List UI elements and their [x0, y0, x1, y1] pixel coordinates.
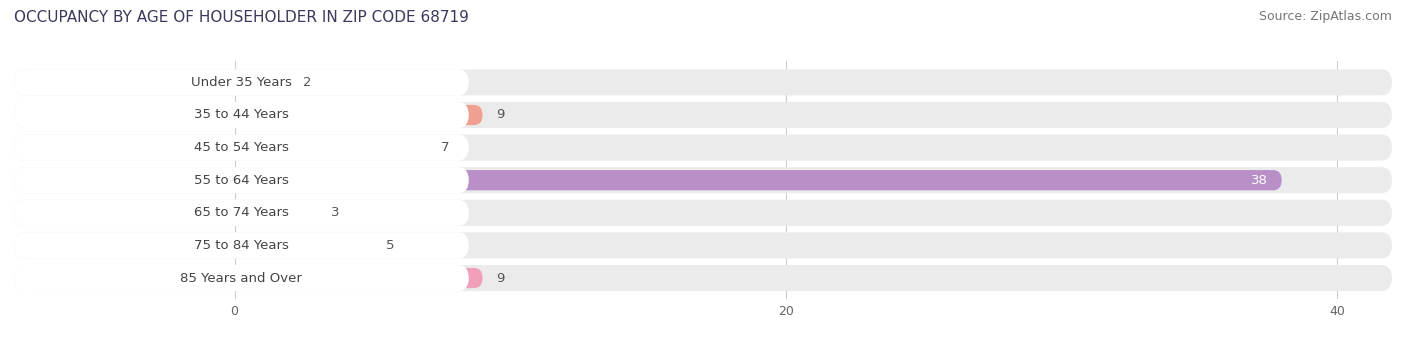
Text: 35 to 44 Years: 35 to 44 Years [194, 108, 288, 121]
FancyBboxPatch shape [14, 265, 468, 291]
FancyBboxPatch shape [14, 200, 1392, 226]
Text: 9: 9 [496, 108, 505, 121]
FancyBboxPatch shape [14, 135, 1392, 160]
FancyBboxPatch shape [14, 232, 1392, 258]
FancyBboxPatch shape [235, 170, 1282, 190]
FancyBboxPatch shape [14, 167, 468, 193]
Text: 7: 7 [441, 141, 450, 154]
FancyBboxPatch shape [14, 135, 468, 160]
Text: 3: 3 [330, 206, 339, 219]
FancyBboxPatch shape [235, 235, 373, 256]
FancyBboxPatch shape [14, 232, 468, 258]
Text: 2: 2 [304, 76, 312, 89]
FancyBboxPatch shape [235, 105, 482, 125]
Text: 65 to 74 Years: 65 to 74 Years [194, 206, 288, 219]
FancyBboxPatch shape [235, 137, 427, 158]
Text: 55 to 64 Years: 55 to 64 Years [194, 174, 288, 187]
Text: Source: ZipAtlas.com: Source: ZipAtlas.com [1258, 10, 1392, 23]
FancyBboxPatch shape [14, 69, 468, 96]
FancyBboxPatch shape [235, 72, 290, 92]
Text: 9: 9 [496, 272, 505, 285]
FancyBboxPatch shape [14, 200, 468, 226]
FancyBboxPatch shape [235, 268, 482, 288]
Text: 75 to 84 Years: 75 to 84 Years [194, 239, 288, 252]
FancyBboxPatch shape [14, 265, 1392, 291]
FancyBboxPatch shape [14, 69, 1392, 96]
Text: OCCUPANCY BY AGE OF HOUSEHOLDER IN ZIP CODE 68719: OCCUPANCY BY AGE OF HOUSEHOLDER IN ZIP C… [14, 10, 470, 25]
Text: 85 Years and Over: 85 Years and Over [180, 272, 302, 285]
Text: Under 35 Years: Under 35 Years [191, 76, 292, 89]
Text: 45 to 54 Years: 45 to 54 Years [194, 141, 288, 154]
FancyBboxPatch shape [235, 203, 318, 223]
FancyBboxPatch shape [14, 167, 1392, 193]
FancyBboxPatch shape [14, 102, 1392, 128]
Text: 38: 38 [1251, 174, 1268, 187]
Text: 5: 5 [387, 239, 395, 252]
FancyBboxPatch shape [14, 102, 468, 128]
